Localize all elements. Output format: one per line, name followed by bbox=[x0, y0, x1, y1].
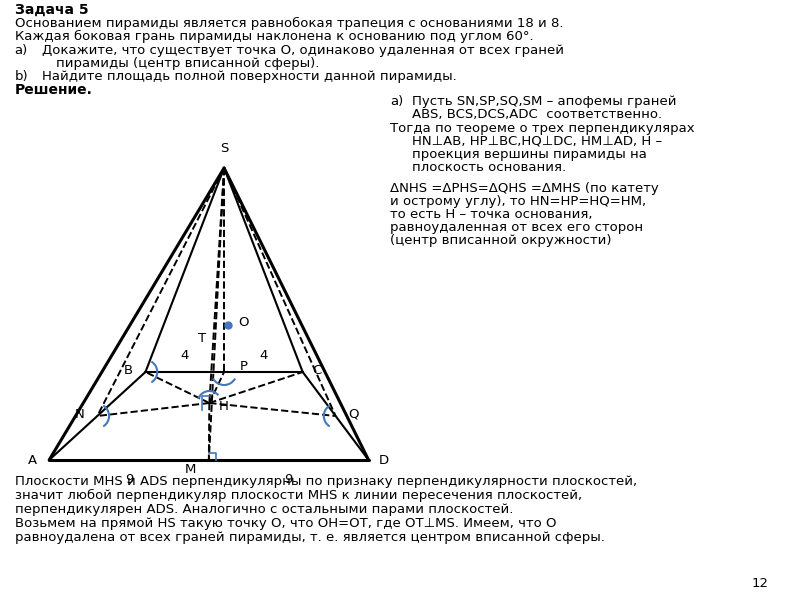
Text: 12: 12 bbox=[751, 577, 769, 590]
Text: 4: 4 bbox=[181, 349, 189, 362]
Text: Пусть SN,SP,SQ,SM – апофемы граней: Пусть SN,SP,SQ,SM – апофемы граней bbox=[412, 95, 676, 108]
Text: B: B bbox=[123, 364, 133, 377]
Text: Возьмем на прямой HS такую точку O, что OH=OT, где OT⊥MS. Имеем, что O: Возьмем на прямой HS такую точку O, что … bbox=[14, 517, 556, 530]
Text: равноудалена от всех граней пирамиды, т. е. является центром вписанной сферы.: равноудалена от всех граней пирамиды, т.… bbox=[14, 531, 605, 544]
Text: и острому углу), то HN=HP=HQ=HM,: и острому углу), то HN=HP=HQ=HM, bbox=[390, 195, 646, 208]
Text: ABS, BCS,DCS,ADC  соответственно.: ABS, BCS,DCS,ADC соответственно. bbox=[412, 108, 662, 121]
Text: A: A bbox=[28, 454, 38, 467]
Text: 9: 9 bbox=[125, 473, 133, 486]
Text: O: O bbox=[238, 317, 248, 329]
Text: Каждая боковая грань пирамиды наклонена к основанию под углом 60°.: Каждая боковая грань пирамиды наклонена … bbox=[14, 30, 534, 43]
Text: (центр вписанной окружности): (центр вписанной окружности) bbox=[390, 234, 612, 247]
Text: значит любой перпендикуляр плоскости MHS к линии пересечения плоскостей,: значит любой перпендикуляр плоскости MHS… bbox=[14, 489, 582, 502]
Text: Плоскости MHS и ADS перпендикулярны по признаку перпендикулярности плоскостей,: Плоскости MHS и ADS перпендикулярны по п… bbox=[14, 475, 637, 488]
Text: M: M bbox=[185, 463, 196, 476]
Text: Тогда по теореме о трех перпендикулярах: Тогда по теореме о трех перпендикулярах bbox=[390, 122, 695, 135]
Text: пирамиды (центр вписанной сферы).: пирамиды (центр вписанной сферы). bbox=[56, 57, 319, 70]
Text: D: D bbox=[378, 454, 389, 467]
Text: Основанием пирамиды является равнобокая трапеция с основаниями 18 и 8.: Основанием пирамиды является равнобокая … bbox=[14, 17, 563, 30]
Text: a): a) bbox=[390, 95, 403, 108]
Text: C: C bbox=[313, 364, 322, 377]
Text: Q: Q bbox=[349, 407, 359, 421]
Text: N: N bbox=[74, 407, 85, 421]
Text: a): a) bbox=[14, 44, 28, 57]
Text: b): b) bbox=[14, 70, 28, 83]
Text: перпендикулярен ADS. Аналогично с остальными парами плоскостей.: перпендикулярен ADS. Аналогично с осталь… bbox=[14, 503, 513, 516]
Text: H: H bbox=[219, 400, 229, 413]
Text: равноудаленная от всех его сторон: равноудаленная от всех его сторон bbox=[390, 221, 643, 234]
Text: 9: 9 bbox=[285, 473, 293, 486]
Text: P: P bbox=[240, 361, 248, 373]
Text: S: S bbox=[220, 142, 228, 155]
Text: проекция вершины пирамиды на: проекция вершины пирамиды на bbox=[412, 148, 646, 161]
Text: T: T bbox=[198, 332, 206, 346]
Text: то есть H – точка основания,: то есть H – точка основания, bbox=[390, 208, 593, 221]
Text: Найдите площадь полной поверхности данной пирамиды.: Найдите площадь полной поверхности данно… bbox=[42, 70, 457, 83]
Text: 4: 4 bbox=[259, 349, 267, 362]
Text: плоскость основания.: плоскость основания. bbox=[412, 161, 566, 174]
Text: ΔNHS =ΔPHS=ΔQHS =ΔMHS (по катету: ΔNHS =ΔPHS=ΔQHS =ΔMHS (по катету bbox=[390, 182, 659, 195]
Text: Решение.: Решение. bbox=[14, 83, 93, 97]
Text: Докажите, что существует точка O, одинаково удаленная от всех граней: Докажите, что существует точка O, одинак… bbox=[42, 44, 564, 57]
Text: Задача 5: Задача 5 bbox=[14, 3, 88, 17]
Text: HN⊥AB, HP⊥BC,HQ⊥DC, HM⊥AD, H –: HN⊥AB, HP⊥BC,HQ⊥DC, HM⊥AD, H – bbox=[412, 135, 662, 148]
